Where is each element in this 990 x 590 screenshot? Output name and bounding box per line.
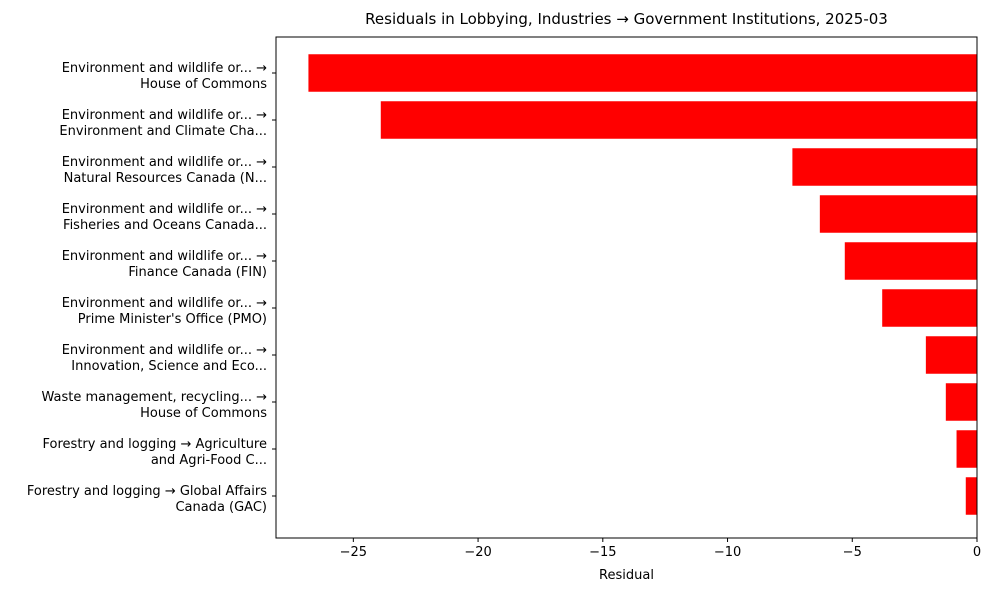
y-tick-label-7-line-0: Waste management, recycling... →: [41, 390, 267, 405]
y-tick-label-2-line-0: Environment and wildlife or... →: [62, 155, 267, 170]
y-tick-label-4-line-1: Finance Canada (FIN): [128, 265, 267, 280]
y-tick-label-3: Environment and wildlife or... → Fisherie…: [62, 202, 267, 233]
x-axis-label: Residual: [599, 568, 654, 583]
bar-4: [844, 242, 977, 280]
bar-6: [925, 336, 977, 374]
y-tick-label-0: Environment and wildlife or... → House of…: [62, 61, 268, 92]
bar-8: [956, 430, 977, 468]
y-tick-label-2: Environment and wildlife or... → Natural …: [62, 155, 267, 186]
y-tick-label-5-line-0: Environment and wildlife or... →: [62, 296, 267, 311]
y-tick-label-6-line-0: Environment and wildlife or... →: [62, 343, 267, 358]
x-tick-label-3: −10: [714, 545, 741, 560]
x-tick-label-5: 0: [973, 545, 981, 560]
y-tick-label-4-line-0: Environment and wildlife or... →: [62, 249, 267, 264]
y-tick-label-1: Environment and wildlife or... → Environm…: [59, 108, 267, 139]
plot-frame: [275, 36, 978, 539]
y-tick-label-6-line-1: Innovation, Science and Eco...: [71, 359, 267, 374]
y-tick-label-8: Forestry and logging → Agriculture and Ag…: [43, 437, 267, 468]
x-axis: −25 −20 −15 −10 −5 0: [340, 538, 981, 560]
bar-1: [380, 101, 978, 139]
y-tick-label-8-line-0: Forestry and logging → Agriculture: [43, 437, 267, 452]
y-tick-label-7: Waste management, recycling... → House of…: [41, 390, 267, 421]
y-tick-label-9: Forestry and logging → Global Affairs Can…: [27, 484, 267, 515]
x-tick-label-4: −5: [843, 545, 862, 560]
y-tick-label-6: Environment and wildlife or... → Innovati…: [62, 343, 267, 374]
y-tick-label-9-line-0: Forestry and logging → Global Affairs: [27, 484, 267, 499]
y-tick-label-3-line-1: Fisheries and Oceans Canada...: [63, 218, 267, 233]
y-tick-label-1-line-0: Environment and wildlife or... →: [62, 108, 267, 123]
y-tick-label-8-line-1: and Agri-Food C...: [151, 453, 267, 468]
x-tick-label-1: −20: [464, 545, 491, 560]
y-tick-label-7-line-1: House of Commons: [140, 406, 267, 421]
bar-2: [792, 148, 977, 186]
x-tick-label-2: −15: [589, 545, 616, 560]
bars-group: [308, 54, 978, 515]
bar-0: [308, 54, 977, 92]
y-tick-label-0-line-0: Environment and wildlife or... →: [62, 61, 267, 76]
y-tick-label-2-line-1: Natural Resources Canada (N...: [64, 171, 267, 186]
y-tick-label-1-line-1: Environment and Climate Cha...: [59, 124, 267, 139]
chart-title: Residuals in Lobbying, Industries → Gove…: [365, 10, 888, 28]
bar-5: [882, 289, 977, 327]
y-tick-label-0-line-1: House of Commons: [140, 77, 267, 92]
y-tick-label-3-line-0: Environment and wildlife or... →: [62, 202, 267, 217]
y-axis: Environment and wildlife or... → House of…: [27, 61, 276, 515]
x-tick-label-0: −25: [340, 545, 367, 560]
bar-7: [945, 383, 977, 421]
y-tick-label-5-line-1: Prime Minister's Office (PMO): [78, 312, 267, 327]
bar-3: [819, 195, 977, 233]
y-tick-label-5: Environment and wildlife or... → Prime Mi…: [62, 296, 267, 327]
y-tick-label-9-line-1: Canada (GAC): [175, 500, 267, 515]
y-tick-label-4: Environment and wildlife or... → Finance …: [62, 249, 267, 280]
bar-9: [965, 477, 977, 515]
